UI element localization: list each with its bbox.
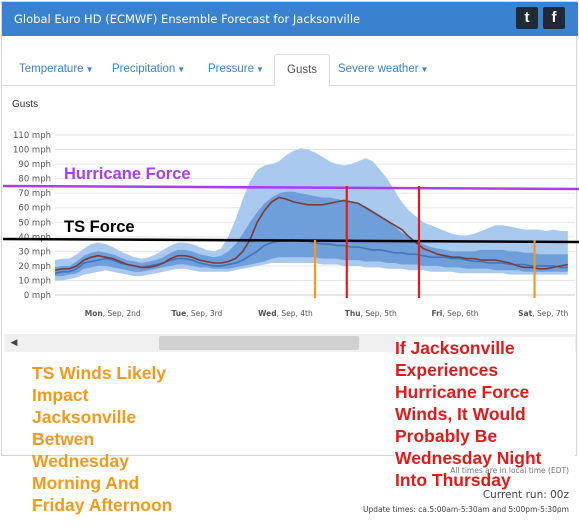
tab-pressure[interactable]: Pressure ▼ (208, 54, 264, 86)
tab-label: Severe weather (338, 63, 419, 75)
forecast-panel: Global Euro HD (ECMWF) Ensemble Forecast… (1, 1, 578, 456)
y-tick-label: 60 mph (18, 204, 51, 214)
day-name: Fri (431, 309, 442, 318)
y-tick-label: 100 mph (13, 146, 51, 156)
y-tick-label: 40 mph (18, 233, 51, 243)
forecast-header: Global Euro HD (ECMWF) Ensemble Forecast… (2, 2, 578, 36)
x-day-label: Wed, Sep, 4th (258, 309, 313, 318)
day-date: , Sep, 7th (532, 309, 568, 318)
day-name: Mon (85, 309, 103, 318)
tab-label: Temperature (19, 63, 84, 75)
y-tick-label: 80 mph (18, 175, 51, 185)
day-date: , Sep, 4th (277, 309, 313, 318)
ts-force-line (2, 237, 579, 244)
scroll-thumb[interactable] (159, 336, 359, 350)
x-day-label: Mon, Sep, 2nd (85, 309, 141, 318)
y-tick-label: 20 mph (18, 262, 51, 272)
y-tick-label: 110 mph (13, 131, 51, 141)
day-date: , Sep, 6th (442, 309, 478, 318)
caret-down-icon: ▼ (85, 65, 94, 74)
x-day-label: Thu, Sep, 5th (345, 309, 397, 318)
tab-precipitation[interactable]: Precipitation ▼ (112, 54, 185, 86)
forecast-tabs: Temperature ▼ Precipitation ▼ Pressure ▼ Gu… (2, 54, 578, 87)
hurricane-force-line (2, 184, 579, 191)
scroll-left-icon[interactable]: ◀ (10, 337, 18, 347)
x-day-label: Fri, Sep, 6th (431, 309, 478, 318)
y-tick-label: 0 mph (24, 291, 51, 301)
day-date: , Sep, 5th (361, 309, 397, 318)
tab-label: Pressure (208, 63, 255, 75)
day-name: Tue (171, 309, 186, 318)
day-name: Sat (518, 309, 532, 318)
tab-severe-weather[interactable]: Severe weather ▼ (338, 54, 428, 86)
update-times: Update times: ca.5:00am-5:30am and 5:00p… (362, 505, 569, 514)
tab-temperature[interactable]: Temperature ▼ (19, 54, 93, 86)
hurricane-annotation: If Jacksonville Experiences Hurricane Fo… (395, 337, 575, 491)
caret-down-icon: ▼ (256, 65, 264, 74)
tab-label: Precipitation (112, 63, 176, 75)
caret-down-icon: ▼ (177, 65, 186, 74)
tab-label: Gusts (287, 64, 318, 76)
y-tick-label: 90 mph (18, 160, 51, 170)
caret-down-icon: ▼ (420, 65, 429, 74)
ts-winds-annotation: TS Winds Likely Impact Jacksonville Betw… (32, 363, 173, 515)
hurricane-force-label: Hurricane Force (64, 165, 191, 183)
x-day-label: Tue, Sep, 3rd (171, 309, 222, 318)
day-name: Thu (345, 309, 361, 318)
timezone-note: All times are in local time (EDT) (450, 466, 569, 475)
twitter-icon[interactable]: t (516, 7, 538, 29)
ts-force-label: TS Force (64, 218, 135, 236)
tab-gusts[interactable]: Gusts (274, 54, 331, 87)
day-name: Wed (258, 309, 276, 318)
section-label: Gusts (12, 99, 39, 110)
y-tick-label: 50 mph (18, 218, 51, 228)
forecast-title: Global Euro HD (ECMWF) Ensemble Forecast… (14, 12, 361, 26)
x-day-label: Sat, Sep, 7th (518, 309, 568, 318)
series-line-2 (54, 196, 568, 272)
y-tick-label: 70 mph (18, 189, 51, 199)
facebook-icon[interactable]: f (543, 7, 565, 29)
y-tick-label: 30 mph (18, 247, 51, 257)
y-tick-label: 10 mph (18, 276, 51, 286)
day-date: , Sep, 3rd (186, 309, 222, 318)
current-run: Current run: 00z (482, 489, 569, 501)
day-date: , Sep, 2nd (103, 309, 141, 318)
